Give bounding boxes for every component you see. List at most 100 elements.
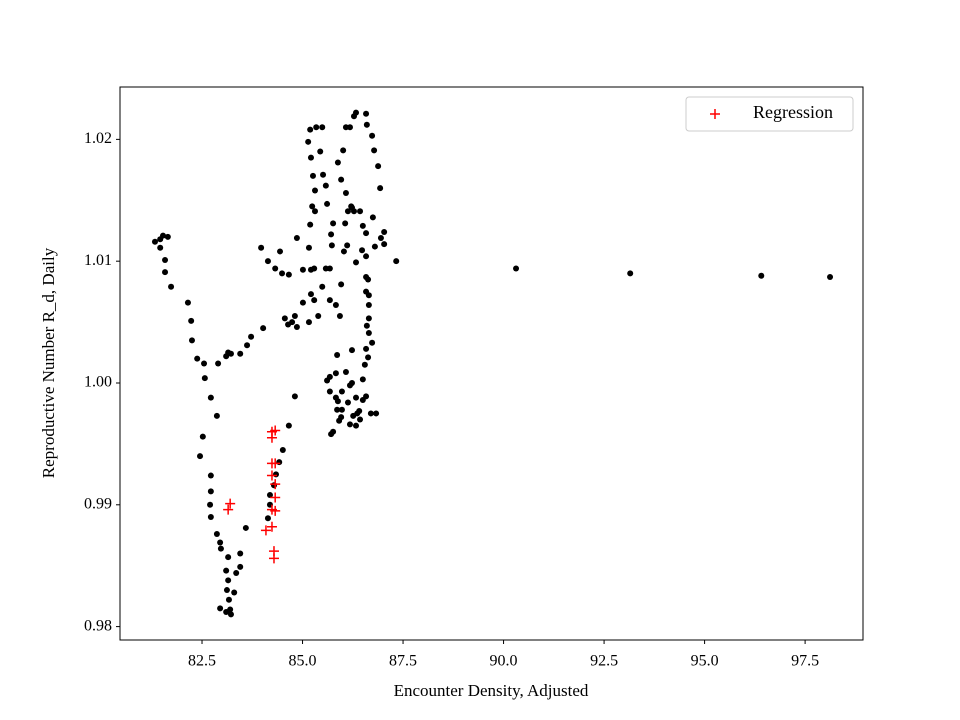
plus-marker bbox=[260, 525, 271, 536]
dot-marker bbox=[264, 515, 271, 522]
dot-marker bbox=[311, 265, 318, 272]
dot-marker bbox=[311, 208, 318, 215]
x-tick-label: 82.5 bbox=[188, 653, 216, 670]
dot-marker bbox=[217, 605, 224, 612]
y-axis-label: Reproductive Number R_d, Daily bbox=[39, 247, 58, 478]
dot-marker bbox=[758, 272, 765, 279]
dot-marker bbox=[344, 242, 351, 249]
plus-marker bbox=[266, 432, 277, 443]
dot-marker bbox=[357, 416, 364, 423]
dot-marker bbox=[354, 410, 361, 417]
dot-marker bbox=[322, 182, 329, 189]
dot-marker bbox=[299, 299, 306, 306]
y-tick-label: 0.98 bbox=[84, 617, 112, 634]
dot-marker bbox=[381, 228, 388, 235]
plus-stroke bbox=[270, 425, 281, 436]
dot-marker bbox=[237, 550, 244, 557]
dot-marker bbox=[334, 398, 341, 405]
dot-marker bbox=[258, 244, 265, 251]
dot-marker bbox=[305, 244, 312, 251]
dot-marker bbox=[285, 422, 292, 429]
dot-marker bbox=[827, 274, 834, 281]
dot-marker bbox=[266, 492, 273, 499]
plus-stroke bbox=[266, 458, 277, 469]
plus-marker bbox=[266, 458, 277, 469]
dot-marker bbox=[315, 312, 322, 319]
dot-marker bbox=[272, 471, 279, 478]
dot-marker bbox=[309, 203, 316, 210]
dot-marker bbox=[264, 258, 271, 265]
dot-marker bbox=[363, 110, 370, 117]
dot-marker bbox=[332, 370, 339, 377]
dot-marker bbox=[237, 563, 244, 570]
dot-marker bbox=[194, 355, 201, 362]
dot-marker bbox=[326, 373, 333, 380]
dot-marker bbox=[353, 422, 360, 429]
dot-marker bbox=[326, 388, 333, 395]
dot-marker bbox=[361, 361, 368, 368]
dot-marker bbox=[334, 351, 341, 358]
dot-marker bbox=[207, 488, 214, 495]
dot-marker bbox=[215, 360, 222, 367]
plus-marker bbox=[223, 504, 234, 515]
dot-marker bbox=[348, 379, 355, 386]
legend-label: Regression bbox=[753, 102, 833, 122]
dot-marker bbox=[324, 200, 331, 207]
dot-marker bbox=[373, 410, 380, 417]
dot-marker bbox=[338, 176, 345, 183]
dot-marker bbox=[363, 322, 370, 329]
dot-marker bbox=[326, 265, 333, 272]
x-tick-label: 85.0 bbox=[289, 653, 317, 670]
dot-marker bbox=[317, 148, 324, 155]
dot-marker bbox=[363, 288, 370, 295]
dot-marker bbox=[270, 482, 277, 489]
dot-marker bbox=[188, 317, 195, 324]
dot-marker bbox=[319, 283, 326, 290]
dot-marker bbox=[369, 132, 376, 139]
dot-marker bbox=[207, 394, 214, 401]
dot-marker bbox=[293, 235, 300, 242]
plus-marker bbox=[270, 505, 281, 516]
dot-marker bbox=[319, 124, 326, 131]
dot-marker bbox=[227, 350, 234, 357]
dot-marker bbox=[285, 271, 292, 278]
dot-marker bbox=[336, 417, 343, 424]
dot-marker bbox=[291, 393, 298, 400]
plus-marker bbox=[270, 425, 281, 436]
dot-marker bbox=[367, 410, 374, 417]
dot-marker bbox=[231, 589, 238, 596]
dot-marker bbox=[363, 253, 370, 260]
dot-marker bbox=[320, 171, 327, 178]
dot-marker bbox=[365, 330, 372, 337]
dot-marker bbox=[338, 281, 345, 288]
plus-stroke bbox=[710, 109, 720, 119]
dot-marker bbox=[375, 163, 382, 170]
dot-marker bbox=[279, 270, 286, 277]
dot-marker bbox=[168, 283, 175, 290]
dot-marker bbox=[350, 113, 357, 120]
dot-marker bbox=[291, 312, 298, 319]
dot-marker bbox=[336, 312, 343, 319]
dot-marker bbox=[213, 531, 220, 538]
x-tick-label: 97.5 bbox=[791, 653, 819, 670]
dot-marker bbox=[359, 247, 366, 254]
plus-stroke bbox=[260, 525, 271, 536]
dot-marker bbox=[363, 345, 370, 352]
dot-marker bbox=[340, 248, 347, 255]
dot-marker bbox=[225, 596, 232, 603]
dot-marker bbox=[188, 337, 195, 344]
dot-marker bbox=[223, 567, 230, 574]
dot-marker bbox=[307, 221, 314, 228]
plus-marker bbox=[225, 498, 236, 509]
dot-marker bbox=[201, 375, 208, 382]
dot-marker bbox=[184, 299, 191, 306]
x-tick-label: 92.5 bbox=[590, 653, 618, 670]
dot-marker bbox=[201, 360, 208, 367]
x-tick-label: 87.5 bbox=[389, 653, 417, 670]
plus-marker bbox=[270, 479, 281, 490]
x-tick-label: 90.0 bbox=[490, 653, 518, 670]
dot-marker bbox=[213, 412, 220, 419]
dot-marker bbox=[223, 608, 230, 615]
y-tick-label: 1.00 bbox=[84, 374, 112, 391]
dot-marker bbox=[348, 347, 355, 354]
